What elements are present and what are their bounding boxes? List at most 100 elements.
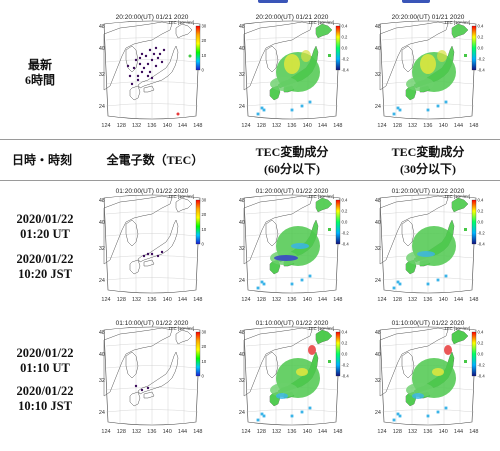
- lon-tick: 136: [287, 123, 296, 129]
- tec-station-dot: [158, 52, 162, 56]
- tec-field-island: [444, 100, 448, 104]
- coastline-honshu: [137, 45, 179, 89]
- map-row2-tec60: 01:10:00(UT) 01/22 2020 TEC [10¹⁶/m²] 0.4 0…: [232, 316, 352, 436]
- tec-field-island: [308, 274, 312, 278]
- tab-fragment-left[interactable]: [258, 0, 288, 3]
- tec-station-dot: [138, 62, 142, 66]
- colorbar-tick: 0.2: [478, 341, 484, 346]
- colorbar-label: TEC [10¹⁶/m²]: [168, 20, 194, 25]
- tec-field-island: [328, 360, 331, 363]
- lon-tick: 128: [257, 297, 266, 303]
- row2-date: 2020/01/22: [16, 346, 74, 360]
- tec-field-island: [436, 410, 440, 414]
- coastline-kyushu: [129, 259, 141, 275]
- lon-tick: 148: [333, 429, 342, 435]
- tec-station-dot: [154, 64, 158, 68]
- colorbar-tick: 10: [202, 227, 207, 232]
- colorbar-tick: 0.0: [342, 352, 348, 357]
- tec-field-island: [260, 280, 264, 284]
- colorbar: [335, 331, 341, 377]
- coastline-kyushu: [129, 391, 141, 407]
- coastline-mainland: [379, 327, 449, 397]
- colorbar-tick: -0.2: [478, 363, 486, 368]
- tec-field-island: [328, 54, 331, 57]
- colorbar-tick: 20: [202, 344, 207, 349]
- map-row1-tec: 01:20:00(UT) 01/22 2020 TEC [10¹⁶/m²] 30 20…: [92, 184, 212, 304]
- lon-tick: 140: [163, 123, 172, 129]
- tec-station-dot: [140, 70, 144, 74]
- tec-field-region: [270, 77, 298, 91]
- colorbar-label: TEC [10¹⁶/m²]: [444, 194, 470, 199]
- coastline-korea: [401, 45, 415, 73]
- tec-field-island: [392, 418, 396, 422]
- colorbar-tick: -0.2: [342, 231, 350, 236]
- lon-tick: 148: [193, 429, 202, 435]
- tec-field-island: [464, 360, 467, 363]
- lon-tick: 124: [241, 123, 250, 129]
- lon-tick: 128: [393, 297, 402, 303]
- lat-tick: 48: [99, 198, 105, 204]
- lon-tick: 136: [147, 297, 156, 303]
- tec-station-dot: [156, 254, 160, 258]
- lon-tick: 132: [272, 429, 281, 435]
- coastline-hokkaido: [175, 197, 193, 213]
- lat-tick: 48: [99, 24, 105, 30]
- tec-field-anomaly: [420, 54, 436, 74]
- coastline-korea: [265, 45, 279, 73]
- colorbar-tick: -0.2: [478, 57, 486, 62]
- colorbar-tick: 0: [202, 242, 205, 247]
- colorbar-tick: 0.0: [478, 352, 484, 357]
- lon-tick: 132: [408, 123, 417, 129]
- lon-tick: 144: [454, 429, 463, 435]
- colorbar-tick: 0: [202, 68, 205, 73]
- lon-tick: 144: [318, 123, 327, 129]
- lon-tick: 140: [163, 297, 172, 303]
- coastline-honshu: [137, 219, 179, 263]
- lat-tick: 24: [99, 278, 105, 284]
- lon-tick: 124: [241, 297, 250, 303]
- tec-field-positive: [432, 368, 444, 376]
- colorbar-tick: 10: [202, 359, 207, 364]
- tec-field-island: [464, 228, 467, 231]
- lon-tick: 128: [257, 123, 266, 129]
- lon-tick: 124: [101, 123, 110, 129]
- lat-tick: 40: [239, 46, 245, 52]
- lon-tick: 140: [439, 123, 448, 129]
- colorbar-tick: 0.2: [342, 341, 348, 346]
- colorbar-tick: -0.4: [478, 68, 486, 73]
- tec-field-negative: [412, 393, 424, 399]
- tec-field-island: [260, 106, 264, 110]
- colorbar-tick: 30: [202, 24, 207, 29]
- separator-top: [0, 139, 500, 140]
- tec-field-island: [256, 286, 260, 290]
- lon-tick: 124: [377, 429, 386, 435]
- lat-tick: 32: [375, 378, 381, 384]
- coastline-shikoku: [143, 85, 155, 93]
- lat-tick: 40: [99, 220, 105, 226]
- coastline-shikoku: [143, 259, 155, 267]
- tec-field-island: [398, 282, 402, 286]
- tec-field-island: [426, 414, 430, 418]
- lon-tick: 132: [132, 123, 141, 129]
- colorbar-tick: -0.2: [342, 57, 350, 62]
- lon-tick: 140: [439, 297, 448, 303]
- lon-tick: 128: [117, 123, 126, 129]
- tab-fragment-right[interactable]: [402, 0, 430, 3]
- colorbar-tick: -0.4: [342, 68, 350, 73]
- row1-date: 2020/01/22: [16, 212, 74, 226]
- lon-tick: 136: [287, 429, 296, 435]
- lat-tick: 40: [99, 46, 105, 52]
- tec-station-dot: [146, 386, 150, 390]
- lat-tick: 24: [239, 278, 245, 284]
- lat-tick: 40: [375, 220, 381, 226]
- lat-tick: 32: [99, 246, 105, 252]
- lat-tick: 24: [375, 278, 381, 284]
- tec-station-dot: [160, 60, 164, 64]
- lon-tick: 140: [303, 297, 312, 303]
- tec-station-dot: [142, 254, 146, 258]
- coastline-mainland: [379, 195, 449, 265]
- lon-tick: 144: [178, 429, 187, 435]
- tec-field-hokkaido: [316, 198, 332, 212]
- colorbar-tick: 0.0: [342, 46, 348, 51]
- coastline-honshu: [137, 351, 179, 395]
